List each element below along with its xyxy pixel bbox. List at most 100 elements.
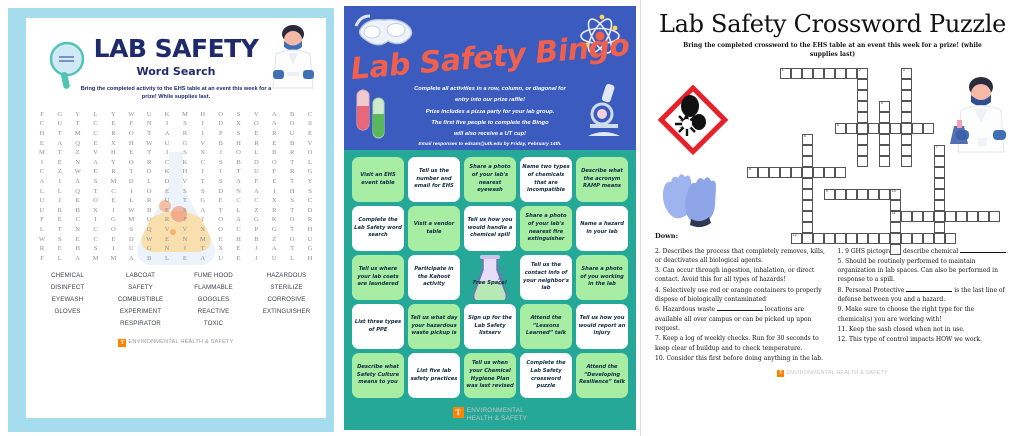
crossword-cell[interactable] xyxy=(901,78,912,90)
crossword-cell[interactable] xyxy=(901,232,912,244)
crossword-cell[interactable]: 6 xyxy=(802,133,813,145)
crossword-cell[interactable] xyxy=(901,133,912,145)
crossword-cell[interactable]: 10 xyxy=(890,188,901,200)
crossword-cell[interactable] xyxy=(901,111,912,123)
crossword-cell[interactable] xyxy=(802,232,813,244)
crossword-cell[interactable] xyxy=(901,144,912,156)
crossword-cell[interactable] xyxy=(857,89,868,101)
bingo-cell[interactable]: Attend the “Developing Resilience” talk xyxy=(576,353,628,398)
crossword-cell[interactable] xyxy=(934,232,945,244)
crossword-cell[interactable] xyxy=(890,199,901,211)
crossword-cell[interactable] xyxy=(802,166,813,178)
crossword-cell[interactable] xyxy=(923,232,934,244)
crossword-cell[interactable] xyxy=(934,199,945,211)
crossword-cell[interactable] xyxy=(802,155,813,167)
crossword-cell[interactable] xyxy=(923,210,934,222)
crossword-cell[interactable] xyxy=(934,221,945,233)
bingo-cell[interactable]: Describe what Safety Culture means to yo… xyxy=(352,353,404,398)
crossword-cell[interactable] xyxy=(934,210,945,222)
crossword-cell[interactable] xyxy=(791,166,802,178)
bingo-cell[interactable]: List three types of PPE xyxy=(352,304,404,349)
crossword-cell[interactable] xyxy=(934,155,945,167)
crossword-cell[interactable] xyxy=(934,177,945,189)
bingo-free-space[interactable]: Free Space! xyxy=(464,255,516,300)
crossword-cell[interactable] xyxy=(879,111,890,123)
crossword-cell[interactable] xyxy=(989,210,1000,222)
bingo-cell[interactable]: Tell us where your lab coats are launder… xyxy=(352,255,404,300)
crossword-cell[interactable] xyxy=(879,188,890,200)
bingo-cell[interactable]: Name a hazard in your lab xyxy=(576,206,628,251)
crossword-cell[interactable] xyxy=(901,210,912,222)
crossword-cell[interactable] xyxy=(934,166,945,178)
crossword-cell[interactable] xyxy=(890,122,901,134)
crossword-cell[interactable] xyxy=(769,166,780,178)
crossword-cell[interactable]: 2 xyxy=(857,67,868,79)
crossword-grid[interactable]: 1 2 3 4 5 6 7 8 9 10 11 12 xyxy=(651,62,1014,255)
crossword-cell[interactable] xyxy=(923,122,934,134)
crossword-cell[interactable] xyxy=(890,221,901,233)
bingo-cell[interactable]: Complete the Lab Safety crossword puzzle xyxy=(520,353,572,398)
crossword-cell[interactable] xyxy=(802,144,813,156)
crossword-cell[interactable] xyxy=(846,188,857,200)
bingo-cell[interactable]: Visit an EHS event table xyxy=(352,157,404,202)
bingo-cell[interactable]: Tell us how you would handle a chemical … xyxy=(464,206,516,251)
crossword-cell[interactable] xyxy=(868,232,879,244)
crossword-cell[interactable] xyxy=(901,155,912,167)
crossword-cell[interactable] xyxy=(857,78,868,90)
crossword-cell[interactable]: 3 xyxy=(901,67,912,79)
crossword-cell[interactable] xyxy=(868,122,879,134)
crossword-cell[interactable]: 7 xyxy=(934,144,945,156)
crossword-cell[interactable] xyxy=(835,188,846,200)
bingo-cell[interactable]: Tell us the number and email for EHS xyxy=(408,157,460,202)
crossword-cell[interactable] xyxy=(912,122,923,134)
crossword-cell[interactable] xyxy=(780,166,791,178)
bingo-cell[interactable]: Tell us how you would report an injury xyxy=(576,304,628,349)
crossword-cell[interactable] xyxy=(901,122,912,134)
crossword-cell[interactable] xyxy=(857,155,868,167)
crossword-cell[interactable] xyxy=(956,210,967,222)
crossword-cell[interactable] xyxy=(879,144,890,156)
crossword-cell[interactable] xyxy=(802,210,813,222)
bingo-cell[interactable]: List five lab safety practices xyxy=(408,353,460,398)
crossword-cell[interactable]: 12 xyxy=(791,232,802,244)
crossword-cell[interactable] xyxy=(857,111,868,123)
crossword-cell[interactable] xyxy=(912,210,923,222)
bingo-cell[interactable]: Name two types of chemicals that are inc… xyxy=(520,157,572,202)
crossword-cell[interactable] xyxy=(901,100,912,112)
crossword-cell[interactable] xyxy=(857,100,868,112)
bingo-cell[interactable]: Share a photo of your lab's nearest eyew… xyxy=(464,157,516,202)
crossword-cell[interactable] xyxy=(824,166,835,178)
crossword-cell[interactable] xyxy=(857,188,868,200)
crossword-cell[interactable] xyxy=(846,122,857,134)
crossword-cell[interactable] xyxy=(846,232,857,244)
bingo-cell[interactable]: Share a photo of you working in the lab xyxy=(576,255,628,300)
crossword-cell[interactable] xyxy=(890,232,901,244)
crossword-cell[interactable] xyxy=(857,144,868,156)
crossword-cell[interactable]: 1 xyxy=(780,67,791,79)
crossword-cell[interactable] xyxy=(758,166,769,178)
crossword-cell[interactable] xyxy=(824,67,835,79)
bingo-cell[interactable]: Tell us when your Chemical Hygiene Plan … xyxy=(464,353,516,398)
crossword-cell[interactable]: 4 xyxy=(879,100,890,112)
bingo-cell[interactable]: Tell us the contact info of your neighbo… xyxy=(520,255,572,300)
bingo-cell[interactable]: Complete the Lab Safety word search xyxy=(352,206,404,251)
crossword-cell[interactable] xyxy=(879,122,890,134)
bingo-cell[interactable]: Describe what the acronym RAMP means xyxy=(576,157,628,202)
bingo-cell[interactable]: Participate in the Kahoot activity xyxy=(408,255,460,300)
crossword-cell[interactable] xyxy=(879,133,890,145)
crossword-cell[interactable]: 9 xyxy=(824,188,835,200)
crossword-cell[interactable] xyxy=(967,210,978,222)
crossword-cell[interactable]: 8 xyxy=(747,166,758,178)
bingo-cell[interactable]: Tell us what day your hazardous waste pi… xyxy=(408,304,460,349)
crossword-cell[interactable] xyxy=(857,133,868,145)
crossword-cell[interactable] xyxy=(978,210,989,222)
bingo-cell[interactable]: Attend the “Lessons Learned” talk xyxy=(520,304,572,349)
crossword-cell[interactable] xyxy=(802,177,813,189)
crossword-cell[interactable] xyxy=(934,188,945,200)
bingo-cell[interactable]: Share a photo of your lab's nearest fire… xyxy=(520,206,572,251)
crossword-cell[interactable] xyxy=(802,221,813,233)
crossword-cell[interactable] xyxy=(879,155,890,167)
crossword-cell[interactable] xyxy=(824,232,835,244)
crossword-cell[interactable]: 5 xyxy=(835,122,846,134)
crossword-cell[interactable] xyxy=(890,243,901,255)
